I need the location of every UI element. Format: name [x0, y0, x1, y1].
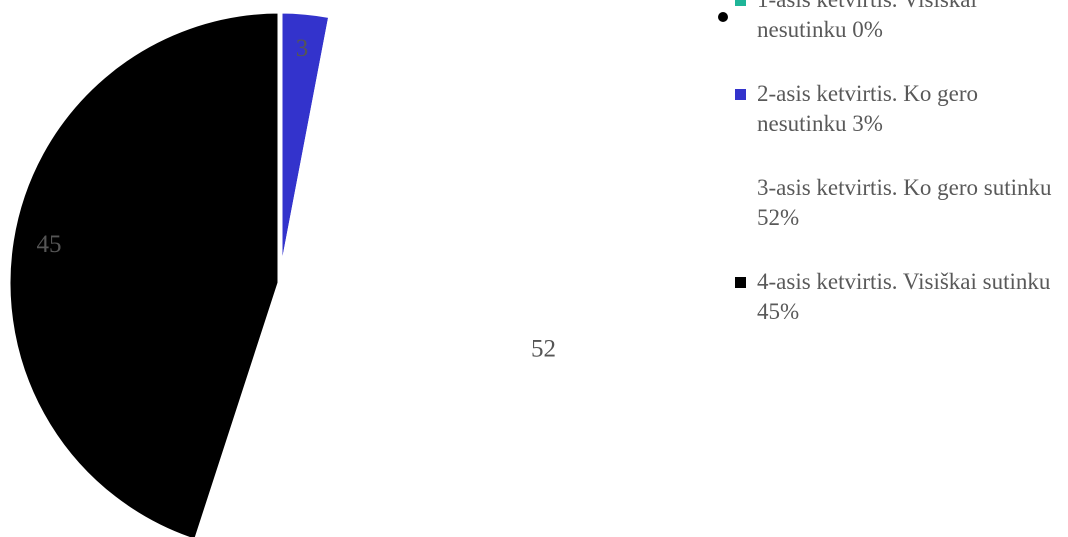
pie-slice-4 [5, 8, 283, 537]
legend-label-q1: 1-asis ketvirtis. Visiškai nesutinku 0% [757, 0, 977, 42]
legend-label-q4: 4-asis ketvirtis. Visiškai sutinku 45% [757, 269, 1051, 324]
bullet-dot-icon [718, 12, 728, 22]
legend-label-q2: 2-asis ketvirtis. Ko gero nesutinku 3% [757, 81, 979, 136]
data-label-2: 3 [296, 35, 309, 62]
legend-item-q4: 4-asis ketvirtis. Visiškai sutinku 45% [735, 267, 1068, 327]
pie-slice-3 [194, 13, 555, 537]
legend-label-q3: 3-asis ketvirtis. Ko gero sutinku 52% [757, 175, 1052, 230]
legend-item-q1: 1-asis ketvirtis. Visiškai nesutinku 0% [735, 0, 1068, 45]
legend-swatch-q2 [735, 89, 746, 100]
legend-swatch-q3 [735, 183, 746, 194]
legend-item-q3: 3-asis ketvirtis. Ko gero sutinku 52% [735, 173, 1068, 233]
legend-swatch-q4 [735, 277, 746, 288]
legend-item-q2: 2-asis ketvirtis. Ko gero nesutinku 3% [735, 79, 1068, 139]
data-label-3: 52 [531, 335, 556, 362]
legend-swatch-q1 [735, 0, 746, 6]
data-label-4: 45 [36, 231, 61, 258]
